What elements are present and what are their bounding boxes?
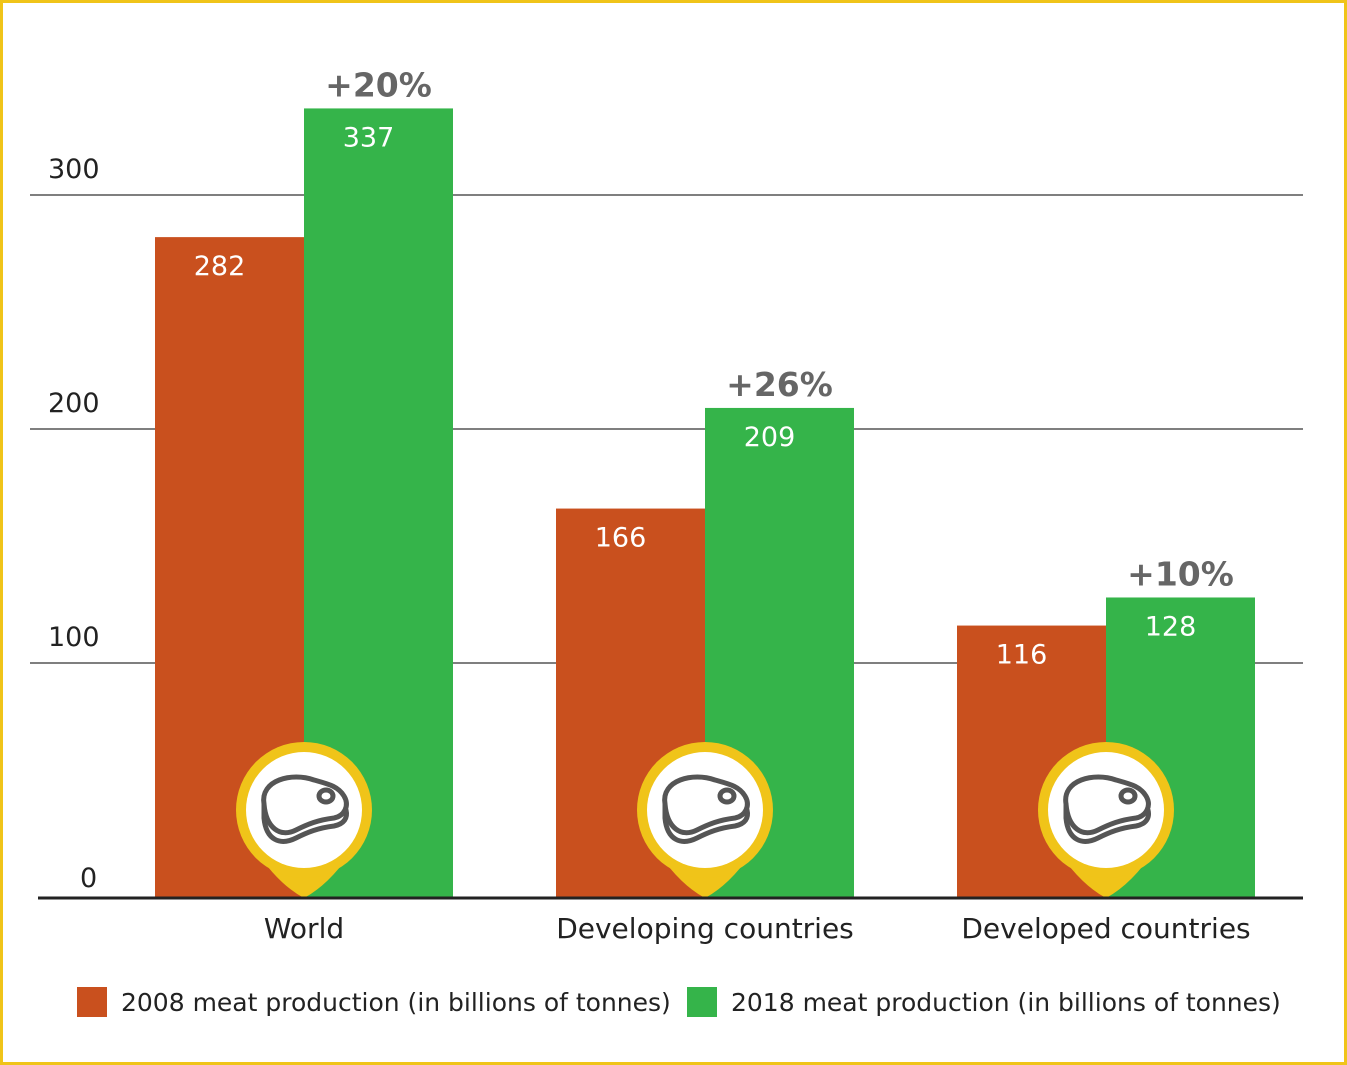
value-label: 166 [595,523,647,554]
legend-label-2018: 2018 meat production (in billions of ton… [731,987,1281,1017]
category-label: World [264,912,344,945]
steak-icon [1063,774,1151,844]
y-tick-label: 100 [48,622,100,653]
category-markers [236,742,1174,898]
steak-side [662,801,750,844]
category-label: Developing countries [556,912,854,945]
steak-icon [662,774,750,844]
legend-item-2018: 2018 meat production (in billions of ton… [687,986,1281,1018]
legend-swatch-2018 [687,987,717,1017]
value-label: 282 [194,251,246,282]
y-tick-label: 0 [80,863,97,894]
change-label: +10% [1127,554,1234,593]
y-tick-label: 200 [48,388,100,419]
legend-item-2008: 2008 meat production (in billions of ton… [77,986,671,1018]
steak-marker [236,742,372,898]
legend-label-2008: 2008 meat production (in billions of ton… [121,987,671,1017]
x-axis-labels: World Developing countries Developed count… [264,912,1251,945]
steak-bone [316,787,336,805]
change-label: +20% [325,65,432,104]
y-axis-ticks: 0 100 200 300 [48,154,100,894]
legend-swatch-2008 [77,987,107,1017]
value-label: 337 [343,122,395,153]
steak-side [261,801,349,844]
value-label: 116 [996,640,1048,671]
change-label: +26% [726,365,833,404]
value-label: 209 [744,422,796,453]
value-label: 128 [1145,611,1197,642]
data-labels: 282 337 +20% 166 209 +26% 116 128 +10% [194,65,1234,670]
steak-marker [637,742,773,898]
steak-bone [717,787,737,805]
steak-side [1063,801,1151,844]
steak-marker [1038,742,1174,898]
steak-bone [1118,787,1138,805]
steak-icon [261,774,349,844]
category-label: Developed countries [961,912,1250,945]
y-tick-label: 300 [48,154,100,185]
